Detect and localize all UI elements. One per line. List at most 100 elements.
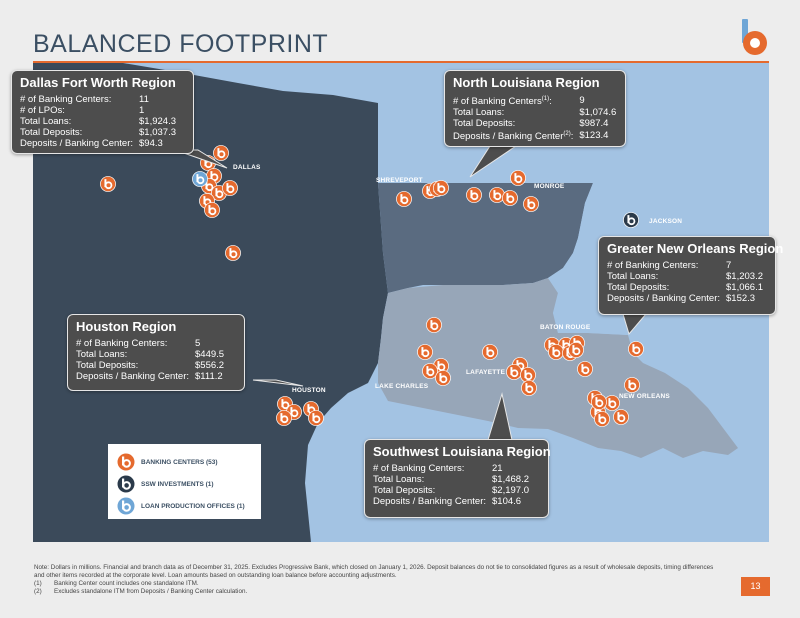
city-label-new-orleans: NEW ORLEANS [619,393,670,400]
city-label-monroe: MONROE [534,183,565,190]
stat-row: Deposits / Banking Center: $104.6 [373,496,529,507]
stat-row: Total Loans: $1,203.2 [607,271,763,282]
stat-row: Total Loans: $1,074.6 [453,107,616,118]
stat-value: 11 [139,94,149,105]
banking-center-pin-icon [624,377,640,393]
stat-label: Deposits / Banking Center: [76,371,190,382]
stat-label: Total Deposits: [453,118,516,130]
banking-center-pin-icon [277,396,293,412]
city-label-lake-charles: LAKE CHARLES [375,383,429,390]
stat-value: $1,074.6 [579,107,617,119]
page-title: BALANCED FOOTPRINT [33,30,329,58]
city-label-shreveport: SHREVEPORT [376,177,423,184]
banking-center-pin-icon [489,187,505,203]
map-legend: BANKING CENTERS (53) SSW INVESTMENTS (1)… [108,444,261,519]
stat-label: # of Banking Centers(1): [453,96,552,108]
stat-value: $123.4 [579,130,609,142]
banking-center-pin-icon [426,317,442,333]
stat-value: $1,468.2 [492,474,529,485]
stat-value: $94.3 [139,138,163,149]
footnote-1-mark: (1) [34,580,42,587]
banking-center-pin-icon [466,187,482,203]
banking-center-pin-icon [100,176,116,192]
stat-row: # of Banking Centers: 21 [373,463,529,474]
footnote-note: Note: Dollars in millions. Financial and… [34,564,714,579]
stat-label: Deposits / Banking Center: [20,138,134,149]
stat-label: Total Deposits: [20,127,83,138]
stat-value: $987.4 [579,118,609,130]
stat-value: $104.6 [492,496,522,507]
banking-center-pin-icon [613,409,629,425]
stat-row: Total Deposits: $2,197.0 [373,485,529,496]
stat-value: 7 [726,260,732,271]
stat-row: Deposits / Banking Center: $152.3 [607,293,763,304]
stat-value: $1,066.1 [726,282,763,293]
banking-center-pin-icon [276,410,292,426]
legend-label-banking-centers: BANKING CENTERS (53) [141,458,218,466]
banking-center-pin-icon [225,245,241,261]
ssw-investments-pin-icon [117,475,135,493]
new-orleans-region-callout: Greater New Orleans Region # of Banking … [598,236,784,315]
stat-label: Deposits / Banking Center: [607,293,721,304]
stat-label: Deposits / Banking Center(2): [453,131,574,143]
banking-center-pin-icon [577,361,593,377]
houston-region-title: Houston Region [76,319,177,334]
banking-center-pin-icon [502,190,518,206]
stat-row: Deposits / Banking Center: $111.2 [76,371,224,382]
new-orleans-region-title: Greater New Orleans Region [607,241,784,256]
footnote-1: (1) Banking Center count includes one sta… [34,580,714,588]
stat-label: Total Deposits: [76,360,139,371]
sw-la-region-title: Southwest Louisiana Region [373,444,551,459]
stat-row: Total Deposits: $556.2 [76,360,224,371]
stat-value: 9 [579,95,585,107]
b-logo-icon [742,19,767,55]
sw-la-region-stats: # of Banking Centers: 21 Total Loans: $1,4… [373,463,529,507]
banking-center-pin-icon [568,342,584,358]
stat-value: $1,037.3 [139,127,176,138]
stat-row: Total Deposits: $1,066.1 [607,282,763,293]
footnote-ref: (1) [541,96,550,102]
stat-value: $2,197.0 [492,485,529,496]
stat-row: Deposits / Banking Center: $94.3 [20,138,176,149]
banking-center-pin-icon [396,191,412,207]
stat-label: # of Banking Centers: [76,338,168,349]
city-label-baton-rouge: BATON ROUGE [540,324,591,331]
stat-label: # of Banking Centers: [373,463,465,474]
ssw-investments-pin-icon [623,212,639,228]
north-la-region-callout: North Louisiana Region # of Banking Cent… [444,70,626,147]
banking-center-pin-icon [435,370,451,386]
city-label-jackson: JACKSON [649,218,683,225]
banking-center-pin-icon [222,180,238,196]
stat-value: $556.2 [195,360,225,371]
banking-center-pin-icon [433,180,449,196]
stat-row: Total Loans: $1,468.2 [373,474,529,485]
stat-label: Deposits / Banking Center: [373,496,487,507]
page-number: 13 [741,577,770,596]
footnote-2: (2) Excludes standalone ITM from Deposits… [34,588,714,596]
houston-region-callout: Houston Region # of Banking Centers: 5 To… [67,314,245,391]
stat-label: # of Banking Centers: [20,94,112,105]
stat-label: Total Loans: [607,271,659,282]
banking-center-pin-icon [417,344,433,360]
city-label-dallas: DALLAS [233,164,261,171]
stat-value: 21 [492,463,503,474]
north-la-region-stats: # of Banking Centers(1): 9 Total Loans: $1… [453,94,616,142]
dfw-region-callout: Dallas Fort Worth Region # of Banking Ce… [11,70,194,154]
stat-row: # of Banking Centers: 7 [607,260,763,271]
legend-label-ssw-investments: SSW INVESTMENTS (1) [141,480,214,488]
legend-item-lpo: LOAN PRODUCTION OFFICES (1) [117,496,245,516]
houston-region-stats: # of Banking Centers: 5 Total Loans: $449.… [76,338,224,382]
stat-label: Total Loans: [453,107,505,119]
banking-center-pin-icon [523,196,539,212]
lpo-pin-icon [192,171,208,187]
banking-center-pin-icon [204,202,220,218]
footnote-1-text: Banking Center count includes one standa… [54,580,199,587]
banking-center-pin-icon [117,453,135,471]
legend-item-ssw-investments: SSW INVESTMENTS (1) [117,474,214,494]
stat-value: $1,924.3 [139,116,176,127]
stat-label: # of LPOs: [20,105,65,116]
banking-center-pin-icon [591,394,607,410]
banking-center-pin-icon [422,363,438,379]
stat-value: 5 [195,338,201,349]
stat-label: Total Deposits: [607,282,670,293]
